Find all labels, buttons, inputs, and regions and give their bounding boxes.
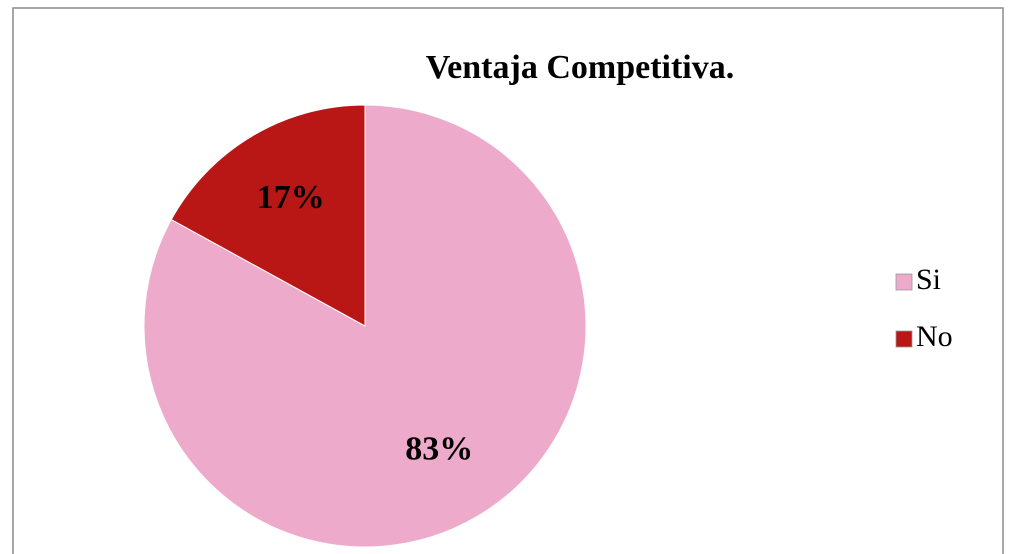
legend-swatch	[895, 330, 913, 348]
legend-label: No	[916, 320, 953, 353]
legend-swatch	[895, 273, 913, 291]
data-label: 17%	[257, 179, 325, 216]
pie-slice	[143, 104, 587, 548]
data-label: 83%	[405, 430, 473, 467]
legend-label: Si	[916, 263, 941, 296]
pie-slice	[170, 104, 366, 327]
chart-title: Ventaja Competitiva.	[426, 49, 735, 86]
